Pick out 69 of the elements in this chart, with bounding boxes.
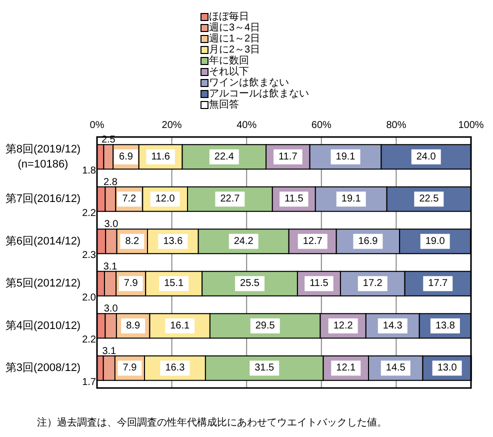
x-tick-label: 80%	[386, 120, 406, 131]
data-label: 16.3	[165, 362, 186, 374]
data-label: 14.5	[386, 362, 406, 374]
legend-label: アルコールは飲まない	[209, 88, 309, 100]
legend-label: 週に3～4日	[209, 22, 260, 34]
data-label: 22.7	[220, 194, 240, 205]
x-tick-label: 0%	[90, 120, 104, 131]
y-tick-label: 第3回(2008/12)	[5, 362, 81, 374]
data-label: 11.5	[310, 278, 329, 290]
data-label: 12.2	[333, 320, 354, 332]
data-label: 14.3	[382, 320, 403, 332]
data-label: 2.2	[82, 334, 96, 346]
data-label: 16.1	[170, 320, 190, 332]
data-label: 19.1	[341, 194, 362, 205]
legend-label: ワインは飲まない	[209, 78, 289, 88]
data-label: 24.0	[416, 151, 436, 162]
data-label: 25.5	[240, 278, 260, 290]
data-label: 2.8	[104, 176, 118, 188]
data-label: 22.5	[419, 194, 440, 205]
data-label: 17.7	[428, 278, 448, 290]
data-label: 3.0	[104, 219, 119, 230]
data-label: 3.1	[103, 261, 118, 272]
y-tick-label: 第5回(2012/12)	[5, 278, 81, 290]
data-label: 7.2	[122, 194, 137, 205]
y-tick-label: 第7回(2016/12)	[5, 193, 81, 206]
data-label: 1.7	[82, 376, 96, 388]
data-label: 2.3	[82, 250, 96, 262]
x-tick-label: 20%	[162, 120, 182, 131]
data-label: 7.9	[124, 278, 138, 290]
data-label: 3.0	[104, 304, 118, 315]
data-label: 13.0	[437, 362, 458, 374]
y-tick-label: 第6回(2014/12)	[5, 235, 81, 248]
data-label: 12.0	[155, 194, 176, 205]
x-tick-label: 40%	[236, 120, 257, 131]
data-label: 29.5	[255, 320, 276, 332]
data-label: 22.4	[214, 151, 234, 162]
x-tick-label: 100%	[458, 120, 484, 131]
data-label: 31.5	[254, 362, 275, 374]
data-label: 11.6	[151, 151, 170, 162]
data-label: 3.1	[102, 346, 117, 357]
data-label: 15.1	[164, 278, 184, 290]
legend-label: 無回答	[209, 98, 239, 110]
data-label: 12.7	[302, 236, 323, 247]
data-label: 2.2	[82, 208, 96, 219]
legend-label: 月に2～3日	[209, 44, 260, 56]
data-label: 8.9	[126, 320, 140, 332]
y-tick-label: 第8回(2019/12) (n=10186)	[5, 143, 81, 170]
data-label: 13.6	[163, 236, 184, 247]
data-label: 13.8	[435, 320, 456, 332]
legend-label: 年に数回	[209, 54, 249, 66]
legend-label: 週に1～2日	[209, 34, 260, 44]
data-label: 7.9	[122, 362, 138, 374]
legend-label: ほぼ毎日	[209, 10, 249, 22]
text: 注）過去調査は、今回調査の性年代構成比にあわせてウエイトバックした値。	[37, 416, 387, 428]
data-label: 11.7	[278, 151, 298, 162]
data-label: 19.0	[425, 236, 446, 247]
x-tick-label: 60%	[311, 120, 332, 131]
data-label: 12.1	[336, 362, 356, 374]
y-tick-label: 第4回(2010/12)	[5, 320, 81, 332]
data-label: 17.2	[362, 278, 383, 290]
data-label: 1.8	[82, 166, 96, 177]
data-label: 2.0	[82, 292, 96, 304]
data-label: 6.9	[119, 151, 134, 162]
data-label: 16.9	[358, 236, 378, 247]
data-label: 11.5	[284, 194, 304, 205]
data-label: 8.2	[125, 236, 140, 247]
data-label: 19.1	[336, 151, 356, 162]
data-label: 24.2	[234, 236, 254, 247]
legend-label: それ以下	[209, 66, 249, 78]
